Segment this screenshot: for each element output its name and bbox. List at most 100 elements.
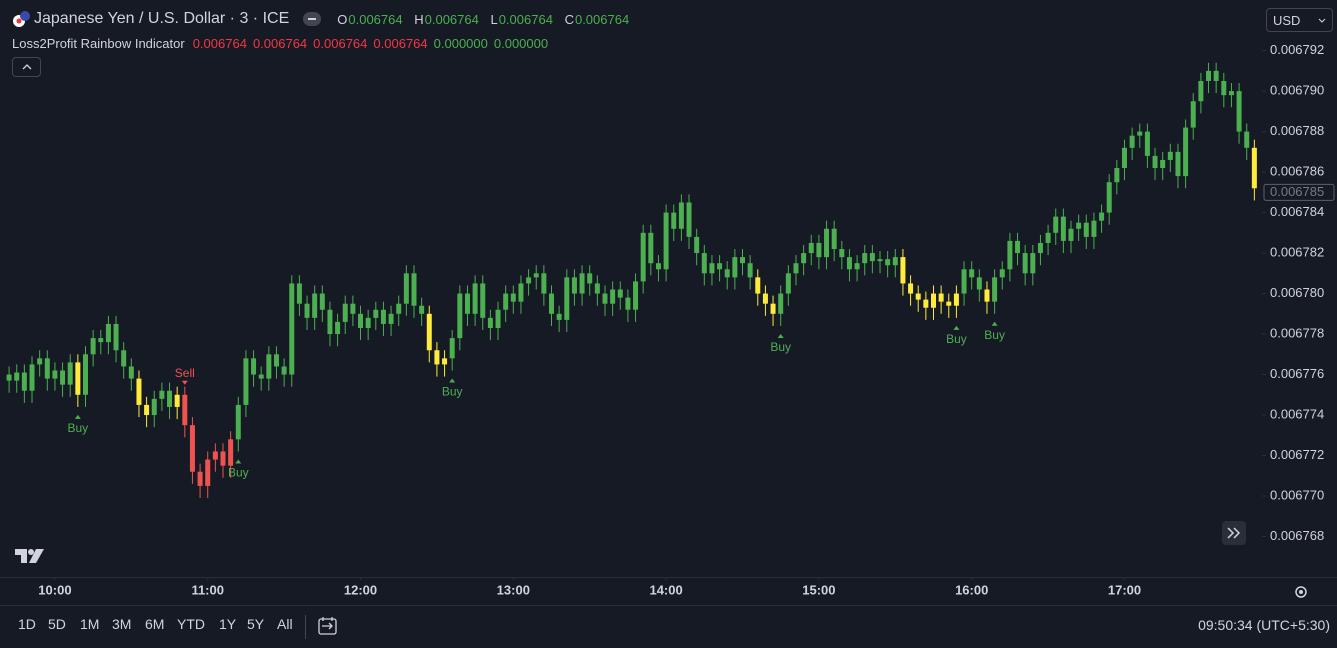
candle-body	[1198, 80, 1204, 102]
candle	[319, 285, 325, 322]
candle	[312, 285, 318, 331]
candle-body	[121, 350, 127, 367]
candle	[602, 285, 608, 316]
candle	[1251, 139, 1257, 201]
candle-body	[930, 293, 936, 308]
candle	[648, 224, 654, 276]
candle	[464, 285, 470, 326]
candle	[846, 249, 852, 282]
candle	[335, 313, 341, 347]
range-button[interactable]: 5D	[48, 616, 66, 632]
candle	[701, 244, 707, 286]
candle-body	[273, 354, 279, 367]
scroll-to-end-button[interactable]	[1222, 521, 1246, 545]
candle	[136, 370, 142, 418]
candle	[556, 305, 562, 333]
candle	[969, 261, 975, 290]
candle-body	[594, 283, 600, 294]
candle	[900, 249, 906, 296]
signal-arrow	[235, 459, 242, 464]
candle	[686, 194, 692, 250]
candle-body	[52, 370, 58, 379]
candle	[579, 265, 585, 306]
range-button[interactable]: 6M	[145, 616, 165, 632]
candle	[197, 463, 203, 499]
candle-body	[220, 451, 226, 466]
y-tick-label: 0.006780	[1270, 285, 1324, 300]
candle	[801, 244, 807, 276]
candle-body	[1137, 131, 1143, 136]
signal-label: Buy	[68, 421, 89, 435]
candle-body	[495, 309, 501, 328]
collapse-legend-button[interactable]	[12, 57, 41, 77]
ohlc-value: 0.006764	[348, 11, 403, 27]
candle	[571, 269, 577, 306]
candle-body	[464, 293, 470, 314]
candle	[167, 382, 173, 420]
settings-gear[interactable]	[1295, 586, 1307, 598]
currency-select[interactable]: USD	[1266, 8, 1333, 32]
y-tick-label: 0.006786	[1270, 164, 1324, 179]
x-tick-label: 14:00	[649, 582, 682, 597]
range-button[interactable]: 1D	[18, 616, 36, 632]
date-range-button[interactable]	[317, 616, 339, 636]
candle	[1060, 208, 1066, 254]
ohlc-key: C	[564, 11, 574, 27]
y-tick-label: 0.006772	[1270, 447, 1324, 462]
candle-body	[1045, 232, 1051, 243]
candle-body	[747, 263, 753, 278]
signal-label: Buy	[984, 328, 1005, 342]
chevron-up	[22, 64, 31, 70]
candle-body	[625, 297, 631, 310]
candle-body	[1244, 131, 1250, 148]
candle-body	[480, 283, 486, 318]
candle	[663, 204, 669, 282]
range-button[interactable]: 1Y	[219, 616, 237, 632]
candle-body	[151, 398, 157, 416]
candle-body	[1152, 155, 1158, 169]
candle-body	[251, 358, 257, 375]
candle-body	[434, 350, 440, 365]
range-button[interactable]: YTD	[177, 616, 205, 632]
indicator-value: 0.000000	[433, 35, 488, 51]
x-tick-label: 11:00	[191, 582, 224, 597]
candle-body	[1015, 240, 1021, 254]
candle-body	[976, 277, 982, 290]
candle	[1236, 83, 1242, 144]
candle-body	[1167, 151, 1173, 160]
candle-body	[510, 293, 516, 302]
candle	[60, 362, 66, 397]
candle-body	[503, 293, 509, 310]
indicator-value: 0.006764	[192, 35, 247, 51]
candle-body	[1022, 253, 1028, 274]
collapse-symbol-button[interactable]	[303, 12, 322, 26]
indicator-legend: Loss2Profit Rainbow Indicator 0.006764 0…	[12, 34, 548, 52]
signal-label: Buy	[228, 466, 249, 480]
indicator-value: 0.006764	[373, 35, 428, 51]
candle-body	[755, 277, 761, 294]
candle	[564, 269, 570, 333]
symbol-header: Japanese Yen / U.S. Dollar · 3 · ICE O0.…	[10, 8, 629, 30]
candle-body	[633, 281, 639, 310]
range-button[interactable]: All	[277, 616, 293, 632]
range-button[interactable]: 3M	[112, 616, 132, 632]
candle-body	[266, 354, 272, 379]
candle-body	[1099, 212, 1105, 221]
signal-label: Buy	[770, 340, 791, 354]
candle-body	[1175, 151, 1181, 177]
candle-body	[167, 390, 173, 407]
signal-arrow	[953, 325, 960, 330]
range-button[interactable]: 1M	[80, 616, 100, 632]
candle-body	[541, 273, 547, 294]
y-tick-label: 0.006784	[1270, 204, 1324, 219]
candle-body	[289, 283, 295, 375]
candle	[824, 220, 830, 270]
candle-body	[403, 273, 409, 304]
candle	[671, 204, 677, 241]
candle	[350, 295, 356, 326]
range-button[interactable]: 5Y	[247, 616, 265, 632]
candle	[946, 293, 952, 318]
candle-body	[388, 313, 394, 324]
signal-arrow	[777, 333, 784, 338]
candle-body	[205, 459, 211, 486]
